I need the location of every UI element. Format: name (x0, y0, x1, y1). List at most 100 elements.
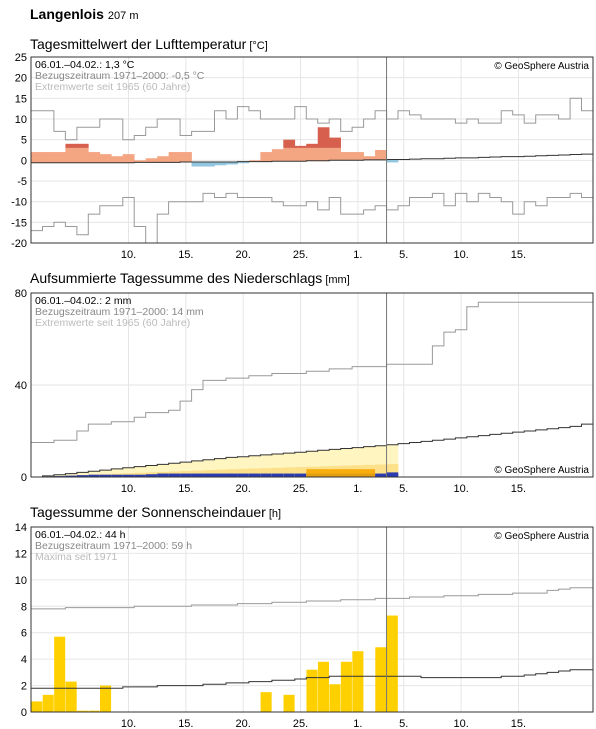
temp-anomaly-bar-cold (386, 159, 399, 163)
sun-bar (88, 710, 100, 712)
temp-anomaly-bar-cold (214, 161, 227, 166)
precip-x-tick-label: 15. (511, 483, 526, 495)
sun-bar (306, 669, 318, 712)
temp-anomaly-bar-strong (306, 143, 319, 148)
temp-anomaly-bar (306, 147, 319, 161)
temp-anomaly-bar (122, 154, 135, 163)
temp-anomaly-bar (248, 160, 261, 162)
precip-normal-area (375, 445, 387, 477)
temp-x-tick-label: 15. (511, 249, 526, 261)
precip-normal-area (53, 474, 66, 477)
temperature-title: Tagesmittelwert der Lufttemperatur (30, 36, 247, 52)
precip-normal-area-inner (386, 464, 399, 477)
temp-copyright: © GeoSphere Austria (494, 61, 589, 72)
precip-normal-area-inner (271, 467, 284, 477)
temp-anomaly-bar (363, 156, 376, 160)
precip-value-bar (180, 473, 192, 477)
precip-normal-area (76, 472, 89, 477)
precip-normal-area-inner (283, 467, 296, 477)
precip-normal-area (65, 473, 78, 477)
sun-x-tick-label: 10. (453, 718, 468, 729)
precipitation-title: Aufsummierte Tagessumme des Niederschlag… (30, 270, 323, 286)
precip-value-bar (271, 473, 284, 477)
temp-y-tick-label: 20 (15, 73, 27, 85)
precipitation-unit: [mm] (325, 274, 350, 286)
temp-anomaly-bar (99, 154, 112, 163)
precip-normal-area (260, 454, 273, 477)
precip-normal-area (283, 453, 296, 477)
sun-bar (65, 681, 77, 712)
precip-normal-area (363, 446, 376, 477)
temp-anomaly-bar-strong (76, 143, 89, 148)
temp-y-tick-label: -5 (17, 176, 27, 188)
precip-normal-area (191, 460, 204, 477)
temp-anomaly-bar (53, 152, 66, 163)
precip-normal-area (306, 451, 319, 477)
precip-value-bar (122, 474, 135, 477)
sun-bar (283, 694, 295, 712)
precip-y-tick-label: 0 (21, 472, 27, 484)
sun-y-tick-label: 10 (15, 575, 27, 587)
temp-anomaly-bar (134, 160, 146, 163)
temp-anomaly-bar (111, 156, 124, 163)
temp-anomaly-bar-strong (65, 143, 78, 148)
temp-anomaly-bar (260, 152, 273, 162)
precip-y-tick-label: 80 (15, 288, 27, 300)
temp-anomaly-bar (76, 147, 89, 163)
temp-x-tick-label: 10. (121, 249, 136, 261)
sun-bar (42, 694, 54, 712)
sun-y-tick-label: 4 (21, 654, 27, 666)
temp-anomaly-bar (317, 147, 330, 161)
precip-frame (30, 292, 594, 478)
temp-y-tick-label: 0 (21, 155, 27, 167)
sunshine-unit: [h] (268, 508, 282, 520)
temp-anomaly-bar-strong (294, 145, 307, 148)
temp-y-tick-label: 15 (15, 93, 27, 105)
temp-anomaly-bar-cold (191, 161, 204, 167)
sun-y-tick-label: 8 (21, 601, 27, 613)
sun-x-tick-label: 10. (121, 718, 136, 729)
temp-record-max-line (31, 97, 593, 141)
sun-bar (317, 661, 330, 712)
temp-anomaly-bar (42, 152, 55, 163)
precip-legend-line-3: Extremwerte seit 1965 (60 Jahre) (35, 317, 190, 329)
temperature-unit: [°C] (249, 40, 268, 52)
precip-value-bar (283, 473, 296, 477)
precip-normal-area (88, 471, 101, 477)
temp-anomaly-bar (271, 149, 284, 162)
temp-anomaly-bar (294, 147, 307, 162)
temp-anomaly-bar-strong (283, 139, 296, 148)
precip-value-bar (76, 475, 89, 477)
precip-value-bar (65, 475, 78, 477)
station-name: Langenlois (30, 6, 104, 22)
temp-anomaly-bar (168, 152, 181, 163)
precip-normal-area (122, 467, 135, 477)
precip-x-tick-label: 5. (399, 483, 408, 495)
temp-anomaly-bar (145, 158, 158, 163)
sunshine-title: Tagessumme der Sonnenscheindauer (30, 504, 266, 520)
precip-x-tick-label: 1. (353, 483, 362, 495)
temp-anomaly-bar-strong (317, 127, 330, 148)
temp-frame (30, 56, 594, 244)
precip-value-bar (214, 473, 227, 477)
precip-value-bar (248, 473, 261, 477)
sun-copyright: © GeoSphere Austria (494, 531, 589, 542)
station-altitude: 207 m (107, 10, 139, 22)
sun-x-tick-label: 20. (236, 718, 251, 729)
precip-value-bar (99, 474, 112, 477)
precip-value-bar (225, 473, 238, 477)
temp-x-tick-label: 5. (399, 249, 408, 261)
sun-bar (100, 685, 112, 712)
sun-bar (375, 647, 387, 712)
temp-anomaly-bar (352, 152, 364, 161)
temp-y-tick-label: 25 (15, 52, 27, 64)
temp-x-tick-label: 20. (236, 249, 251, 261)
temp-anomaly-bar (157, 156, 169, 163)
sun-y-tick-label: 12 (15, 548, 27, 560)
precip-normal-area (386, 444, 399, 477)
sun-record-max-line (31, 587, 593, 610)
temp-anomaly-bar-cold (225, 161, 238, 165)
precip-normal-area (271, 454, 284, 477)
precip-normal-area (42, 475, 55, 477)
temp-y-tick-label: -15 (11, 217, 27, 229)
